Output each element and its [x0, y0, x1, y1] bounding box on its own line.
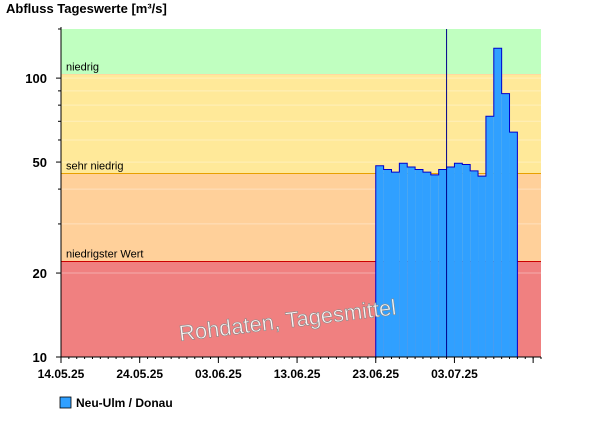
legend: Neu-Ulm / Donau	[59, 396, 173, 410]
bar-7	[430, 174, 439, 357]
bar-4	[407, 167, 416, 357]
bar-9	[446, 167, 455, 357]
x-tick-label-0: 14.05.25	[38, 367, 85, 381]
threshold-label-0: niedrig	[66, 62, 99, 74]
axes	[56, 27, 542, 363]
bar-8	[438, 169, 447, 357]
x-tick-label-5: 03.07.25	[431, 367, 478, 381]
bar-11	[462, 164, 471, 357]
x-tick-label-2: 03.06.25	[195, 367, 242, 381]
series-bars	[375, 47, 518, 358]
band-1	[61, 74, 541, 174]
y-tick-labels: 10 20 50 100	[25, 71, 47, 365]
y-tick-label-2: 50	[33, 155, 47, 170]
bar-12	[470, 170, 479, 357]
bar-2	[391, 172, 400, 357]
bar-15	[493, 48, 502, 357]
x-tick-labels: 14.05.25 24.05.25 03.06.25 13.06.25 23.06.25…	[38, 367, 478, 381]
legend-label: Neu-Ulm / Donau	[76, 396, 173, 410]
bar-10	[454, 163, 463, 357]
bar-16	[501, 93, 510, 358]
threshold-labels: niedrig sehr niedrig niedrigster Wert	[61, 62, 541, 263]
bar-3	[399, 163, 408, 357]
threshold-label-2: niedrigster Wert	[66, 249, 143, 261]
threshold-label-1: sehr niedrig	[66, 160, 123, 172]
x-tick-label-4: 23.06.25	[352, 367, 399, 381]
legend-swatch	[59, 396, 72, 409]
y-tick-label-1: 20	[33, 266, 47, 281]
chart-title: Abfluss Tageswerte [m³/s]	[6, 1, 167, 16]
bar-17	[509, 132, 518, 357]
bar-5	[415, 169, 423, 357]
bar-0	[375, 165, 384, 357]
y-tick-label-3: 100	[25, 71, 47, 86]
bar-1	[383, 169, 392, 357]
bar-13	[478, 176, 486, 357]
bar-14	[485, 116, 494, 357]
bar-6	[422, 172, 431, 357]
x-tick-label-1: 24.05.25	[116, 367, 163, 381]
x-tick-label-3: 13.06.25	[274, 367, 321, 381]
y-tick-label-0: 10	[33, 350, 47, 365]
band-0	[61, 29, 541, 75]
